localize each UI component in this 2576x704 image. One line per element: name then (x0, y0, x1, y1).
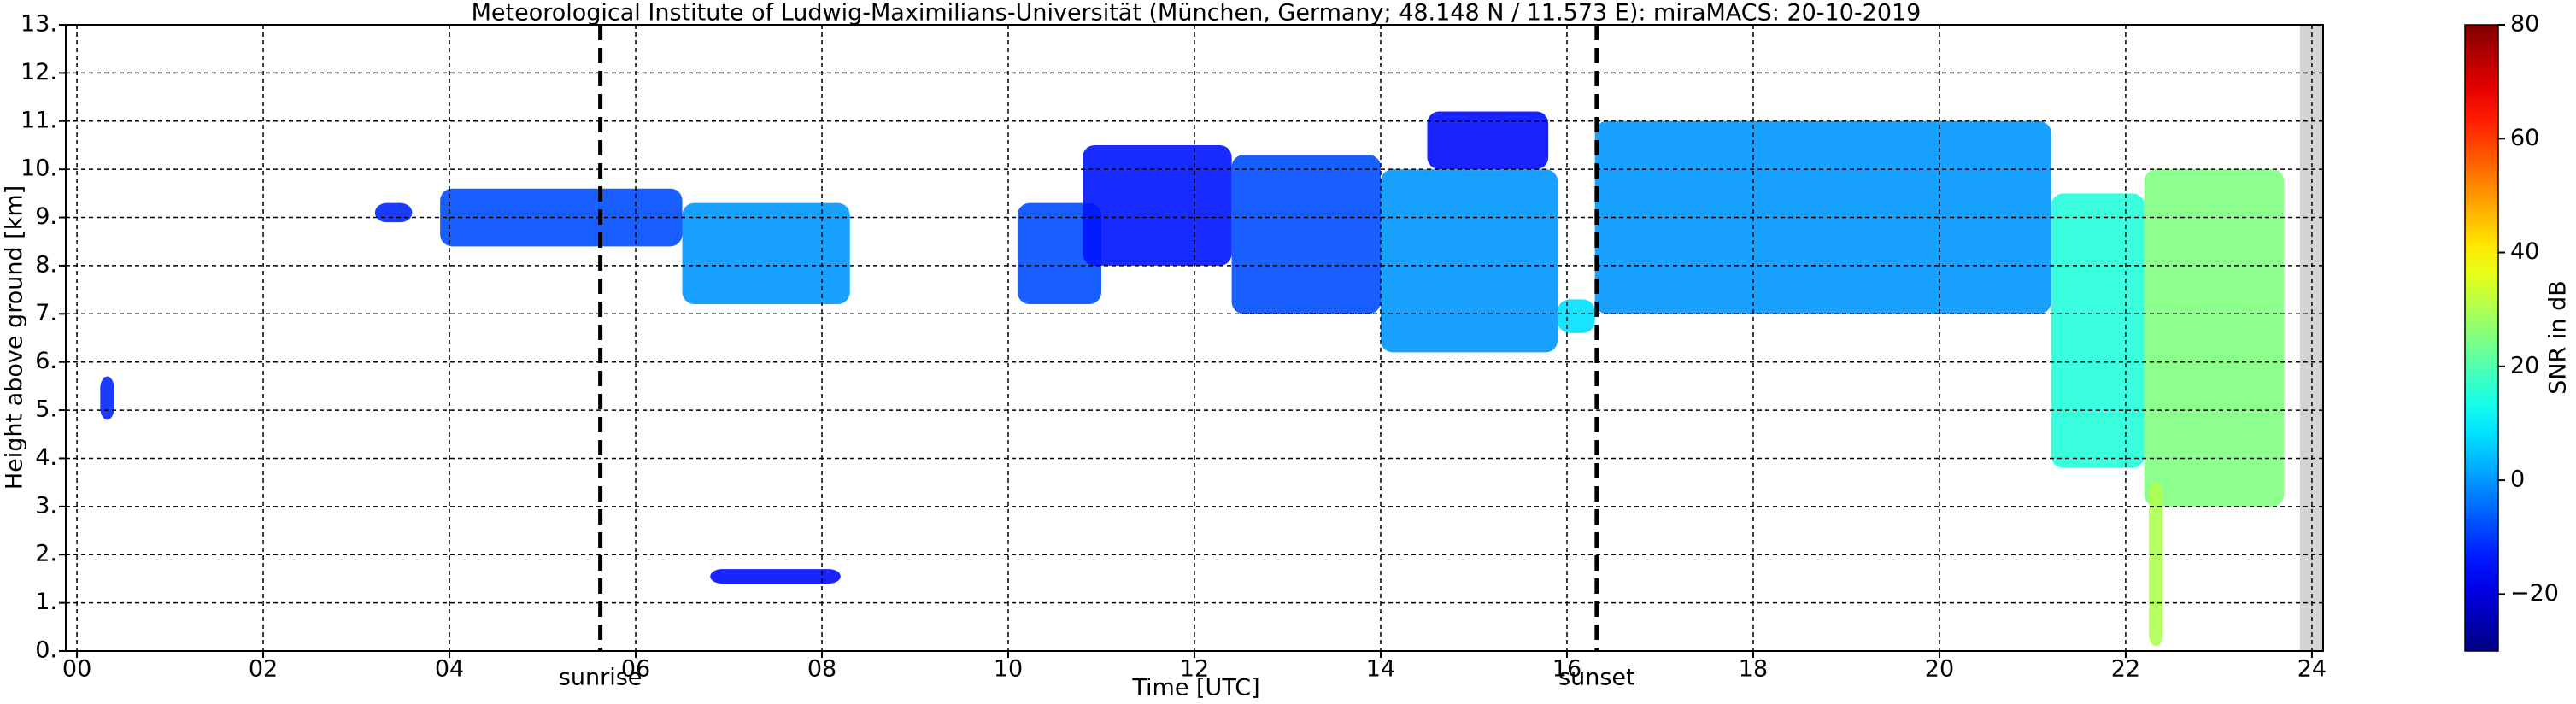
colorbar-tick-label: 60 (2510, 125, 2539, 151)
radar-echo (1017, 202, 1102, 305)
y-tick-label: 13. (21, 11, 57, 38)
colorbar-tick-label: 40 (2510, 238, 2539, 265)
x-tick-label: 20 (1925, 656, 1954, 683)
y-tick-label: 5. (35, 396, 57, 423)
radar-echo (1380, 169, 1558, 353)
x-tick-label: 16 (1552, 656, 1581, 683)
colorbar-tick-label: 80 (2510, 11, 2539, 38)
chart-title: Meteorological Institute of Ludwig-Maxim… (472, 0, 1922, 26)
radar-echo (682, 202, 850, 305)
x-tick-label: 04 (435, 656, 464, 683)
x-tick-label: 24 (2297, 656, 2327, 683)
y-tick-label: 0. (35, 637, 57, 664)
x-tick-label: 10 (994, 656, 1023, 683)
radar-echo (2144, 169, 2285, 507)
radar-echo (1231, 155, 1381, 314)
y-tick-label: 6. (35, 348, 57, 374)
y-tick-label: 12. (21, 59, 57, 85)
y-tick-label: 2. (35, 541, 57, 567)
y-tick-label: 10. (21, 155, 57, 182)
x-tick-label: 08 (807, 656, 836, 683)
y-axis-label: Height above ground [km] (2, 185, 28, 490)
y-tick-label: 11. (21, 107, 57, 133)
y-tick-label: 8. (35, 251, 57, 278)
x-tick-label: 18 (1739, 656, 1768, 683)
radar-echo (374, 202, 413, 223)
y-tick-label: 1. (35, 589, 57, 615)
radar-echo (1558, 299, 1595, 333)
x-tick-label: 02 (249, 656, 278, 683)
radar-echo (2051, 193, 2145, 468)
colorbar-tick-label: 20 (2510, 352, 2539, 378)
x-tick-label: 06 (621, 656, 650, 683)
no-data-region (2299, 25, 2323, 651)
radar-echo (100, 376, 114, 420)
radar-echo (710, 569, 841, 584)
colorbar-tick-label: 0 (2510, 466, 2525, 493)
x-tick-label: 22 (2111, 656, 2140, 683)
y-tick-label: 4. (35, 444, 57, 471)
y-tick-label: 9. (35, 203, 57, 230)
x-axis-label: Time [UTC] (1131, 675, 1259, 701)
x-tick-label: 12 (1180, 656, 1209, 683)
annotation-label: sunrise (559, 665, 643, 691)
radar-echo (1427, 111, 1549, 170)
plot-frame (65, 24, 2324, 652)
radar-echo (1083, 144, 1232, 266)
x-tick-label: 00 (62, 656, 91, 683)
y-tick-label: 3. (35, 492, 57, 519)
colorbar-label: SNR in dB (2545, 280, 2572, 395)
colorbar-tick-label: −20 (2510, 580, 2559, 607)
x-tick-label: 14 (1366, 656, 1395, 683)
annotation-label: sunset (1558, 665, 1635, 691)
radar-echo (2149, 482, 2163, 647)
y-tick-label: 7. (35, 300, 57, 326)
colorbar (2464, 24, 2499, 652)
